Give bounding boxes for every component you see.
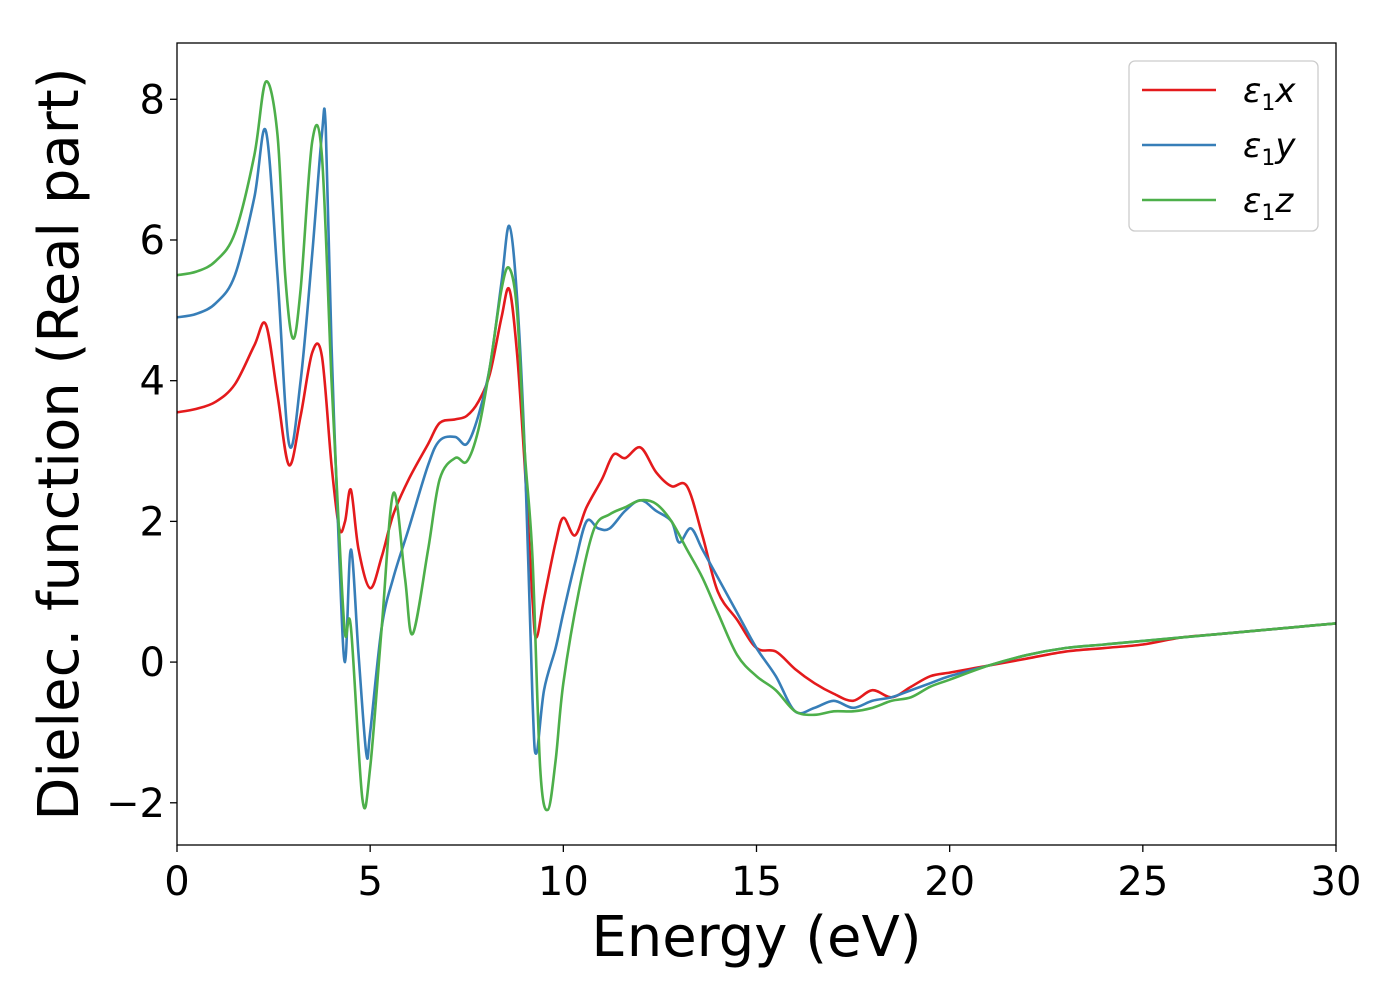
series-lines — [177, 80, 1336, 812]
x-axis-title: Energy (eV) — [591, 905, 921, 970]
legend-label: ε1x — [1243, 71, 1296, 116]
legend: ε1x ε1y ε1z — [1128, 60, 1319, 232]
y-tick-label: 8 — [140, 77, 165, 123]
x-tick-label: 5 — [357, 859, 382, 905]
y-tick-label: −2 — [106, 781, 165, 827]
y-axis: −2 0 2 4 6 8 — [106, 77, 177, 827]
legend-label: ε1y — [1243, 126, 1296, 171]
y-tick-label: 2 — [140, 499, 165, 545]
series-line-x — [177, 286, 1336, 703]
y-tick-label: 4 — [140, 359, 165, 405]
x-axis: 0 5 10 15 20 25 30 — [164, 845, 1361, 905]
legend-label: ε1z — [1243, 181, 1294, 226]
x-tick-label: 15 — [731, 859, 782, 905]
x-tick-label: 20 — [924, 859, 975, 905]
legend-box — [1128, 60, 1319, 232]
y-tick-label: 6 — [140, 218, 165, 264]
series-line-z — [177, 80, 1336, 812]
x-tick-label: 10 — [538, 859, 589, 905]
y-axis-title: Dielec. function (Real part) — [27, 67, 92, 820]
x-tick-label: 0 — [164, 859, 189, 905]
series-line-y — [177, 107, 1336, 760]
x-tick-label: 30 — [1311, 859, 1362, 905]
y-tick-label: 0 — [140, 640, 165, 686]
x-tick-label: 25 — [1117, 859, 1168, 905]
